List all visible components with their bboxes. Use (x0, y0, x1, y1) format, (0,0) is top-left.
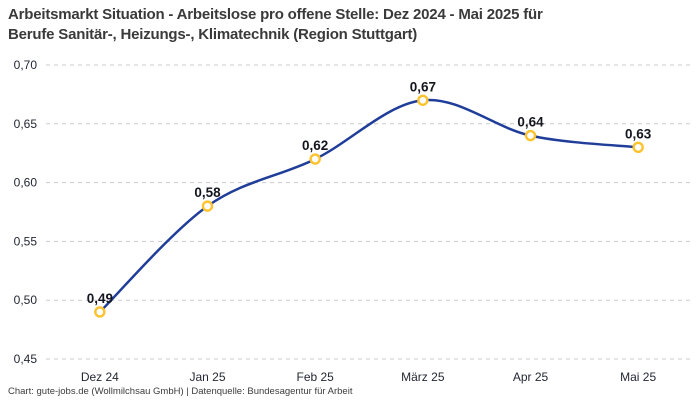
x-tick-label: Apr 25 (513, 370, 549, 384)
data-point-label: 0,62 (302, 138, 328, 153)
x-tick-label: März 25 (401, 370, 445, 384)
data-point-label: 0,67 (410, 79, 436, 94)
x-tick-label: Feb 25 (296, 370, 334, 384)
chart-title-line2: Berufe Sanitär-, Heizungs-, Klimatechnik… (8, 26, 418, 43)
data-point (632, 141, 644, 154)
y-tick-label: 0,70 (14, 58, 38, 72)
x-tick-label: Mai 25 (620, 370, 656, 384)
x-tick-label: Jan 25 (189, 370, 225, 384)
chart-title-line1: Arbeitsmarkt Situation - Arbeitslose pro… (8, 6, 543, 23)
data-point-label: 0,63 (625, 126, 652, 141)
data-point-label: 0,49 (87, 291, 113, 306)
data-point (201, 200, 214, 212)
y-tick-label: 0,60 (14, 176, 38, 190)
data-point (309, 153, 321, 165)
x-tick-label: Dez 24 (81, 370, 119, 384)
chart-title: Arbeitsmarkt Situation - Arbeitslose pro… (8, 5, 692, 45)
data-point (524, 129, 537, 142)
data-point-label: 0,64 (517, 115, 544, 130)
data-point-label: 0,58 (194, 185, 221, 200)
chart-credit: Chart: gute-jobs.de (Wollmilchsau GmbH) … (8, 386, 353, 397)
data-point (94, 306, 106, 318)
y-tick-label: 0,45 (14, 352, 38, 366)
data-point (417, 94, 429, 106)
y-tick-label: 0,65 (14, 117, 38, 131)
y-tick-label: 0,55 (14, 234, 38, 248)
y-tick-label: 0,50 (14, 293, 38, 307)
data-line (98, 98, 640, 314)
